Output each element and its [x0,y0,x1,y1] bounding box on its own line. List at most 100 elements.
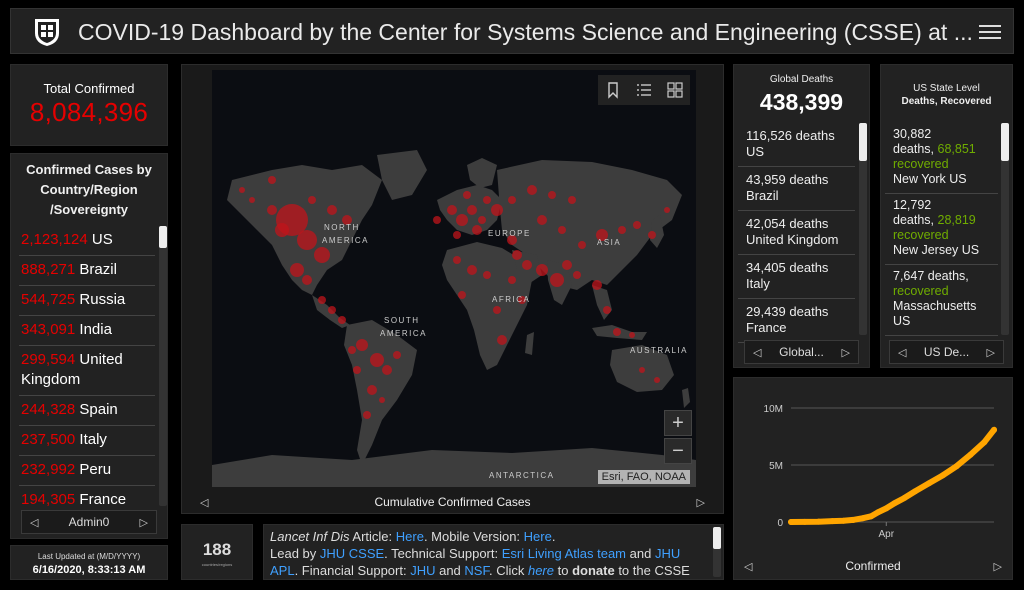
scrollbar-thumb[interactable] [859,123,867,161]
case-bubble[interactable] [639,367,645,373]
case-bubble[interactable] [512,250,522,260]
case-bubble[interactable] [522,260,532,270]
confirmed-chart[interactable]: 0 5M 10M Apr [734,378,1014,553]
deaths-scrollbar[interactable] [859,123,867,335]
case-bubble[interactable] [453,231,461,239]
case-bubble[interactable] [493,306,501,314]
jhu-apl-link[interactable]: JHU APL [270,546,681,578]
next-arrow-icon[interactable]: ▷ [993,560,1002,573]
legend-list-icon[interactable] [635,81,653,99]
prev-arrow-icon[interactable]: ◁ [898,346,907,359]
case-bubble[interactable] [249,197,255,203]
case-bubble[interactable] [379,397,385,403]
case-bubble[interactable] [508,276,516,284]
list-item[interactable]: 194,305 France [19,486,155,506]
case-bubble[interactable] [453,256,461,264]
deaths-list[interactable]: 116,526 deaths US 43,959 deaths Brazil 42,… [738,123,855,371]
case-bubble[interactable] [267,205,277,215]
next-arrow-icon[interactable]: ▷ [139,516,148,529]
case-bubble[interactable] [483,271,491,279]
case-bubble[interactable] [550,273,564,287]
case-bubble[interactable] [382,365,392,375]
list-item[interactable]: 30,882 deaths, 68,851 recovered New York US [885,123,998,194]
esri-link[interactable]: Esri Living Atlas team [501,546,627,561]
basemap-gallery-icon[interactable] [666,81,684,99]
case-bubble[interactable] [467,205,477,215]
prev-arrow-icon[interactable]: ◁ [753,346,762,359]
case-bubble[interactable] [318,296,326,304]
list-item[interactable]: 244,328 Spain [19,396,155,426]
article-link[interactable]: Here [395,529,424,544]
case-bubble[interactable] [472,225,482,235]
case-bubble[interactable] [328,306,336,314]
mobile-version-link[interactable]: Here [523,529,552,544]
case-bubble[interactable] [573,271,581,279]
case-bubble[interactable] [527,185,537,195]
list-item[interactable]: 888,271 Brazil [19,256,155,286]
prev-arrow-icon[interactable]: ◁ [30,516,39,529]
nsf-link[interactable]: NSF [464,563,489,578]
case-bubble[interactable] [596,229,608,241]
bookmark-icon[interactable] [604,81,622,99]
case-bubble[interactable] [478,216,486,224]
case-bubble[interactable] [654,377,660,383]
list-item[interactable]: 237,500 Italy [19,426,155,456]
case-bubble[interactable] [348,346,356,354]
case-bubble[interactable] [447,205,457,215]
jhu-csse-link[interactable]: JHU CSSE [319,546,385,561]
scrollbar-thumb[interactable] [1001,123,1009,161]
next-arrow-icon[interactable]: ▷ [841,346,850,359]
zoom-out-button[interactable]: − [664,438,692,464]
case-bubble[interactable] [648,231,656,239]
list-item[interactable]: 544,725 Russia [19,286,155,316]
case-bubble[interactable] [302,275,312,285]
case-bubble[interactable] [290,263,304,277]
case-bubble[interactable] [592,280,602,290]
list-item[interactable]: 343,091 India [19,316,155,346]
case-bubble[interactable] [338,316,346,324]
case-bubble[interactable] [463,191,471,199]
case-bubble[interactable] [562,260,572,270]
world-map[interactable]: NORTH AMERICA SOUTH AMERICA EUROPE ASIA … [212,70,696,487]
case-bubble[interactable] [603,306,611,314]
case-bubble[interactable] [342,215,352,225]
case-bubble[interactable] [664,207,670,213]
case-bubble[interactable] [275,223,289,237]
case-bubble[interactable] [433,216,441,224]
prev-arrow-icon[interactable]: ◁ [744,560,753,573]
case-bubble[interactable] [239,187,245,193]
case-bubble[interactable] [393,351,401,359]
case-bubble[interactable] [467,265,477,275]
case-bubble[interactable] [268,176,276,184]
jhu-link[interactable]: JHU [410,563,436,578]
case-bubble[interactable] [497,335,507,345]
scrollbar-thumb[interactable] [713,527,721,549]
case-bubble[interactable] [618,226,626,234]
list-item[interactable]: 2,123,124 US [19,226,155,256]
case-bubble[interactable] [308,196,316,204]
country-list[interactable]: 2,123,124 US 888,271 Brazil 544,725 Russ… [19,226,155,506]
case-bubble[interactable] [370,353,384,367]
us-state-list[interactable]: 30,882 deaths, 68,851 recovered New York US… [885,123,998,371]
us-state-scrollbar[interactable] [1001,123,1009,335]
case-bubble[interactable] [613,328,621,336]
case-bubble[interactable] [518,296,526,304]
next-arrow-icon[interactable]: ▷ [986,346,995,359]
scrollbar-thumb[interactable] [159,226,167,248]
case-bubble[interactable] [548,191,556,199]
donate-here-link[interactable]: here [527,563,554,578]
next-arrow-icon[interactable]: ▷ [696,496,705,509]
case-bubble[interactable] [314,247,330,263]
case-bubble[interactable] [558,226,566,234]
case-bubble[interactable] [568,196,576,204]
case-bubble[interactable] [508,196,516,204]
case-bubble[interactable] [629,332,635,338]
list-item[interactable]: 29,439 deaths France [738,299,855,343]
case-bubble[interactable] [356,339,368,351]
list-item[interactable]: 116,526 deaths US [738,123,855,167]
case-bubble[interactable] [578,241,586,249]
list-item[interactable]: 7,647 deaths, recovered Massachusetts US [885,265,998,336]
case-bubble[interactable] [491,204,503,216]
info-scrollbar[interactable] [713,527,721,577]
list-item[interactable]: 43,959 deaths Brazil [738,167,855,211]
